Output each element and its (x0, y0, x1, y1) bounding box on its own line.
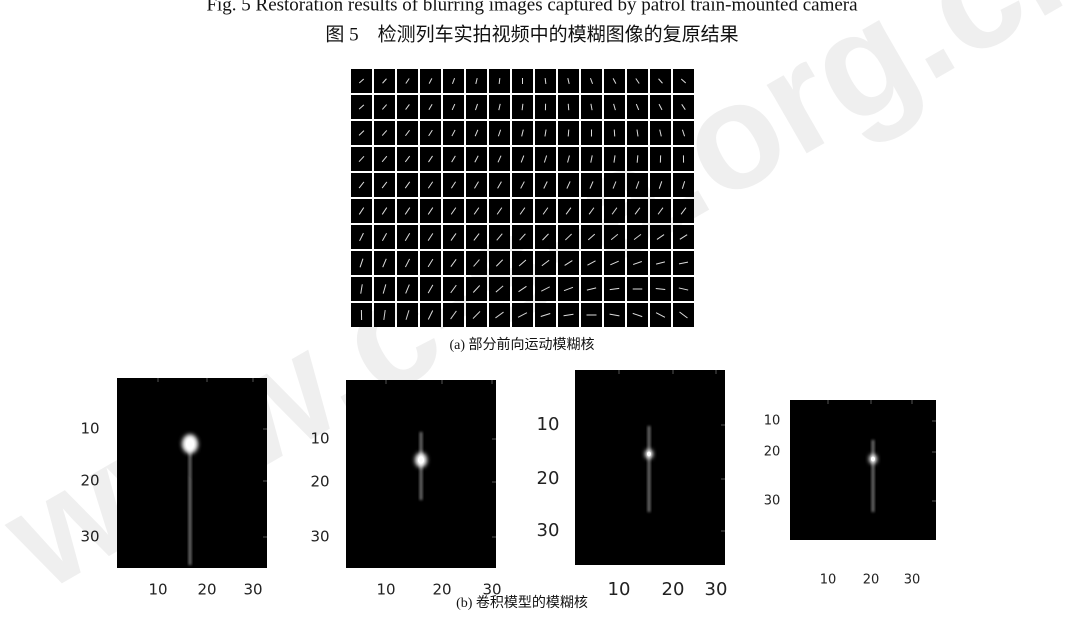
x-tick-label: 30 (243, 581, 262, 599)
y-tick-label: 30 (537, 520, 560, 541)
kernel-stroke (545, 78, 546, 84)
figure: Fig. 5 Restoration results of blurring i… (0, 0, 1065, 619)
x-tick-label: 20 (863, 573, 880, 588)
x-tick-label: 10 (148, 581, 167, 599)
y-tick-label: 30 (310, 528, 329, 546)
y-tick-label: 20 (310, 473, 329, 491)
kernel-stroke (568, 104, 569, 110)
spot-core (647, 452, 651, 457)
x-tick-label: 30 (904, 573, 921, 588)
y-tick-label: 10 (764, 414, 781, 429)
y-tick-label: 30 (764, 494, 781, 509)
y-tick-label: 20 (537, 468, 560, 489)
title: 图 5 检测列车实拍视频中的模糊图像的复原结果 (325, 23, 738, 45)
kernel-image (790, 400, 936, 540)
x-tick-label: 20 (662, 579, 685, 600)
x-tick-label: 20 (432, 581, 451, 599)
streak (648, 426, 651, 512)
x-tick-label: 10 (820, 573, 837, 588)
x-tick-label: 20 (197, 581, 216, 599)
spot-core (871, 457, 875, 462)
streak (872, 440, 875, 512)
y-tick-label: 10 (537, 414, 560, 435)
x-tick-label: 10 (608, 579, 631, 600)
spot-core (418, 456, 424, 463)
title-en: Fig. 5 Restoration results of blurring i… (206, 0, 858, 15)
caption-b: (b) 卷积模型的模糊核 (456, 595, 588, 611)
kernel-stroke (499, 78, 500, 84)
y-tick-label: 20 (764, 445, 781, 460)
x-tick-label: 10 (376, 581, 395, 599)
page: Fig. 5 Restoration results of blurring i… (0, 0, 1065, 619)
x-tick-label: 30 (705, 579, 728, 600)
